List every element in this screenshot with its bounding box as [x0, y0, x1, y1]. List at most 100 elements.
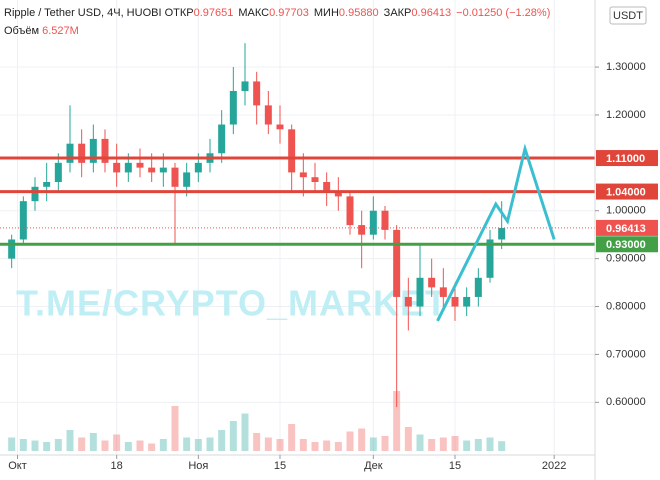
volume-bar [439, 437, 447, 451]
x-tick-label: Дек [364, 460, 383, 472]
volume-bar [54, 439, 62, 451]
price-badge [596, 183, 658, 200]
volume-bar [206, 437, 214, 451]
candle-body [43, 182, 51, 187]
candle-body [136, 162, 144, 168]
candle-body [498, 227, 506, 240]
ohlc-value: 0.97703 [269, 7, 309, 19]
candle-body [323, 182, 331, 192]
volume-bar [89, 433, 97, 451]
y-tick-label: 1.30000 [606, 61, 646, 73]
y-tick-label: 1.20000 [606, 109, 646, 121]
volume-bar [253, 433, 261, 451]
candle-body [101, 138, 109, 163]
legend-line: Ripple / Tether USD, 4Ч, HUOBI ОТКР0.976… [4, 7, 555, 19]
volume-bar [323, 440, 331, 451]
volume-bar [171, 406, 179, 451]
volume-bar [358, 428, 366, 451]
candle-body [253, 81, 261, 106]
price-badge-label: 0.96413 [606, 223, 646, 235]
volume-bar [393, 391, 401, 451]
volume-bar [218, 430, 226, 451]
candle-body [54, 162, 62, 182]
candle-body [124, 162, 132, 173]
y-tick-label: 0.70000 [606, 348, 646, 360]
y-tick-label: 0.60000 [606, 396, 646, 408]
candle-body [113, 162, 121, 173]
volume-bar [183, 437, 191, 451]
candle-body [369, 210, 377, 235]
volume-line: Объём 6.527M [4, 25, 84, 37]
volume-bar [159, 439, 167, 451]
price-badge-label: 0.93000 [606, 239, 646, 251]
watermark: T.ME/CRYPTO_MARKET [16, 283, 448, 324]
volume-bar [43, 442, 51, 451]
volume-title: Объём [4, 25, 40, 37]
price-badge-label: 1.11000 [606, 153, 645, 165]
volume-bar [428, 439, 436, 451]
price-badge [596, 236, 658, 253]
candle-body [183, 172, 191, 187]
volume-bar [346, 431, 354, 451]
candle-body [311, 177, 319, 182]
ohlc-name: ОТКР [164, 7, 194, 19]
volume-bar [31, 440, 39, 451]
candle-body [346, 196, 354, 226]
volume-bar [451, 436, 459, 451]
candle-body [288, 129, 296, 173]
candle-body [31, 186, 39, 202]
volume-bar [194, 439, 202, 451]
candle-body [78, 143, 86, 163]
ohlc-name: МИН [313, 7, 339, 19]
volume-bar [136, 440, 144, 451]
volume-bar [276, 439, 284, 451]
ohlc-value: 0.95880 [338, 7, 379, 19]
volume-bar [101, 440, 109, 451]
candle-body [439, 287, 447, 297]
forecast-path [436, 143, 556, 322]
candle-body [241, 81, 249, 91]
volume-bar [288, 424, 296, 451]
candle-body [404, 296, 412, 307]
currency-label: USDT [613, 10, 643, 22]
symbol-title: Ripple / Tether USD, 4Ч, HUOBI [4, 7, 162, 19]
candle-body [463, 296, 471, 307]
volume-bar [229, 421, 237, 451]
ohlc-value: 0.96413 [411, 7, 452, 19]
y-tick-label: 1.00000 [606, 205, 646, 217]
ohlc-value: 0.97651 [193, 7, 234, 19]
candle-body [299, 172, 307, 178]
volume-bar [66, 430, 74, 451]
candle-body [19, 201, 27, 240]
volume-bar [113, 434, 121, 451]
currency-box [609, 6, 647, 25]
volume-bar [19, 439, 27, 451]
ohlc-name: МАКС [238, 7, 270, 19]
x-tick-label: 15 [274, 460, 286, 472]
volume-bar [369, 437, 377, 451]
price-badge [596, 150, 658, 167]
y-tick-label: 0.80000 [606, 300, 646, 312]
candle-body [229, 91, 237, 125]
volume-bar [404, 427, 412, 451]
volume-bar [474, 439, 482, 451]
candle-body [416, 277, 424, 307]
volume-bar [416, 434, 424, 451]
volume-bar [311, 442, 319, 451]
price-badge-label: 1.04000 [606, 186, 646, 198]
volume-bar [124, 442, 132, 451]
candle-body [171, 167, 179, 187]
x-tick-label: 18 [111, 460, 123, 472]
candle-body [148, 167, 156, 173]
candle-body [218, 124, 226, 154]
volume-bar [463, 440, 471, 451]
volume-bar [148, 443, 156, 451]
volume-bar [264, 437, 272, 451]
volume-bar [334, 442, 342, 451]
price-badge [596, 219, 658, 236]
candle-body [159, 167, 167, 173]
volume-bar [8, 437, 16, 451]
candle-body [451, 296, 459, 307]
candle-body [474, 277, 482, 297]
